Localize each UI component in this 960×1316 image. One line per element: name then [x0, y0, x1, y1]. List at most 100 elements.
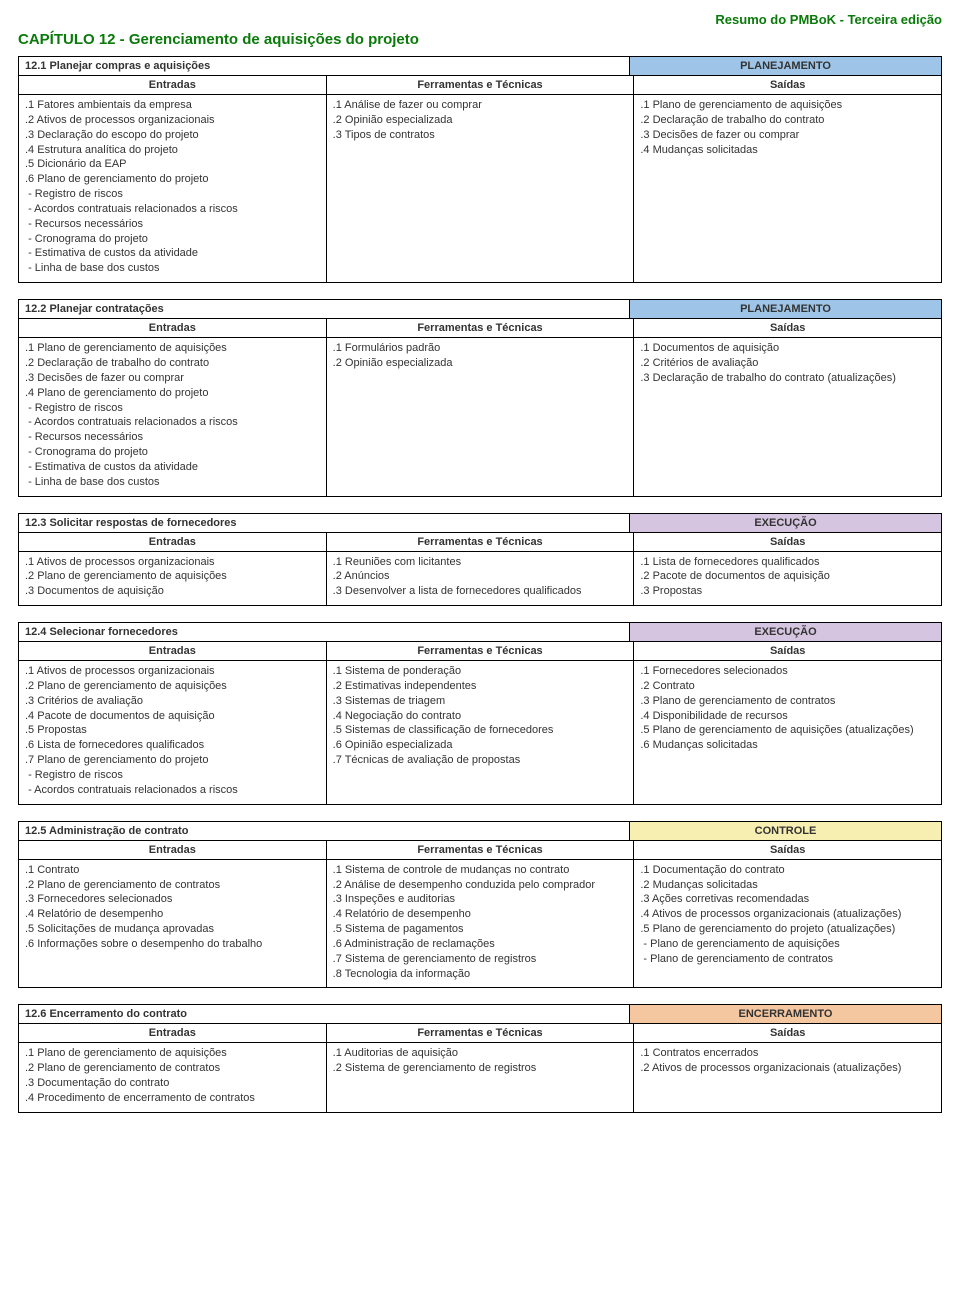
ferramentas-cell: .1 Sistema de controle de mudanças no co…: [327, 860, 635, 988]
list-item: .3 Documentos de aquisição: [25, 584, 320, 599]
process-title-row: 12.5 Administração de contratoCONTROLE: [19, 822, 941, 841]
list-item: .3 Fornecedores selecionados: [25, 892, 320, 907]
column-header-row: EntradasFerramentas e TécnicasSaídas: [19, 76, 941, 95]
list-item: - Registro de riscos: [25, 401, 320, 416]
list-item: .2 Mudanças solicitadas: [640, 878, 935, 893]
list-item: .3 Declaração do escopo do projeto: [25, 128, 320, 143]
list-item: .7 Plano de gerenciamento do projeto: [25, 753, 320, 768]
saidas-cell: .1 Plano de gerenciamento de aquisições.…: [634, 95, 941, 282]
list-item: .5 Plano de gerenciamento de aquisições …: [640, 723, 935, 738]
process-block: 12.1 Planejar compras e aquisiçõesPLANEJ…: [18, 56, 942, 283]
ferramentas-cell: .1 Formulários padrão.2 Opinião especial…: [327, 338, 635, 495]
saidas-cell: .1 Contratos encerrados.2 Ativos de proc…: [634, 1043, 941, 1111]
process-body-row: .1 Ativos de processos organizacionais .2…: [19, 552, 941, 606]
entradas-cell: .1 Ativos de processos organizacionais.2…: [19, 552, 327, 606]
process-title: 12.1 Planejar compras e aquisições: [19, 57, 630, 76]
process-title-row: 12.1 Planejar compras e aquisiçõesPLANEJ…: [19, 57, 941, 76]
column-header: Ferramentas e Técnicas: [327, 319, 635, 338]
list-item: - Registro de riscos: [25, 768, 320, 783]
list-item: .2 Opinião especializada: [333, 356, 628, 371]
list-item: .1 Reuniões com licitantes: [333, 555, 628, 570]
list-item: .1 Fatores ambientais da empresa: [25, 98, 320, 113]
list-item: .4 Estrutura analítica do projeto: [25, 143, 320, 158]
column-header: Saídas: [634, 642, 941, 661]
list-item: .2 Opinião especializada: [333, 113, 628, 128]
list-item: .3 Documentação do contrato: [25, 1076, 320, 1091]
list-item: .2 Plano de gerenciamento de contratos: [25, 1061, 320, 1076]
column-header-row: EntradasFerramentas e TécnicasSaídas: [19, 1024, 941, 1043]
list-item: .2 Declaração de trabalho do contrato: [640, 113, 935, 128]
list-item: .4 Plano de gerenciamento do projeto: [25, 386, 320, 401]
list-item: .4 Pacote de documentos de aquisição: [25, 709, 320, 724]
list-item: .1 Contrato: [25, 863, 320, 878]
column-header: Saídas: [634, 533, 941, 552]
process-body-row: .1 Ativos de processos organizacionais.2…: [19, 661, 941, 804]
processes-container: 12.1 Planejar compras e aquisiçõesPLANEJ…: [18, 56, 942, 1113]
ferramentas-cell: .1 Análise de fazer ou comprar.2 Opinião…: [327, 95, 635, 282]
list-item: .3 Plano de gerenciamento de contratos: [640, 694, 935, 709]
list-item: .5 Dicionário da EAP: [25, 157, 320, 172]
list-item: .4 Mudanças solicitadas: [640, 143, 935, 158]
list-item: .3 Decisões de fazer ou comprar: [25, 371, 320, 386]
list-item: .2 Pacote de documentos de aquisição: [640, 569, 935, 584]
list-item: - Plano de gerenciamento de aquisições: [640, 937, 935, 952]
list-item: - Acordos contratuais relacionados a ris…: [25, 415, 320, 430]
column-header: Saídas: [634, 319, 941, 338]
list-item: - Recursos necessários: [25, 430, 320, 445]
column-header: Ferramentas e Técnicas: [327, 76, 635, 95]
process-title-row: 12.4 Selecionar fornecedoresEXECUÇÃO: [19, 623, 941, 642]
list-item: - Plano de gerenciamento de contratos: [640, 952, 935, 967]
list-item: - Recursos necessários: [25, 217, 320, 232]
list-item: .1 Fornecedores selecionados: [640, 664, 935, 679]
list-item: .2 Contrato: [640, 679, 935, 694]
list-item: .1 Auditorias de aquisição: [333, 1046, 628, 1061]
process-title: 12.5 Administração de contrato: [19, 822, 630, 841]
column-header: Ferramentas e Técnicas: [327, 1024, 635, 1043]
process-block: 12.4 Selecionar fornecedoresEXECUÇÃOEntr…: [18, 622, 942, 805]
list-item: .3 Inspeções e auditorias: [333, 892, 628, 907]
column-header: Ferramentas e Técnicas: [327, 841, 635, 860]
list-item: .3 Ações corretivas recomendadas: [640, 892, 935, 907]
list-item: .1 Sistema de controle de mudanças no co…: [333, 863, 628, 878]
list-item: .4 Negociação do contrato: [333, 709, 628, 724]
column-header: Entradas: [19, 841, 327, 860]
list-item: .3 Decisões de fazer ou comprar: [640, 128, 935, 143]
list-item: .5 Propostas: [25, 723, 320, 738]
list-item: .1 Documentos de aquisição: [640, 341, 935, 356]
column-header-row: EntradasFerramentas e TécnicasSaídas: [19, 533, 941, 552]
list-item: .4 Relatório de desempenho: [333, 907, 628, 922]
list-item: .2 Plano de gerenciamento de aquisições: [25, 679, 320, 694]
saidas-cell: .1 Documentação do contrato.2 Mudanças s…: [634, 860, 941, 988]
list-item: .7 Técnicas de avaliação de propostas: [333, 753, 628, 768]
list-item: .2 Ativos de processos organizacionais (…: [640, 1061, 935, 1076]
column-header-row: EntradasFerramentas e TécnicasSaídas: [19, 319, 941, 338]
process-title-row: 12.2 Planejar contrataçõesPLANEJAMENTO: [19, 300, 941, 319]
list-item: .2 Critérios de avaliação: [640, 356, 935, 371]
list-item: .1 Documentação do contrato: [640, 863, 935, 878]
list-item: .3 Desenvolver a lista de fornecedores q…: [333, 584, 628, 599]
list-item: .2 Estimativas independentes: [333, 679, 628, 694]
entradas-cell: .1 Fatores ambientais da empresa.2 Ativo…: [19, 95, 327, 282]
list-item: .6 Plano de gerenciamento do projeto: [25, 172, 320, 187]
list-item: .1 Plano de gerenciamento de aquisições: [25, 1046, 320, 1061]
doc-header: Resumo do PMBoK - Terceira edição: [18, 12, 942, 27]
process-block: 12.6 Encerramento do contratoENCERRAMENT…: [18, 1004, 942, 1112]
process-title: 12.2 Planejar contratações: [19, 300, 630, 319]
list-item: .1 Plano de gerenciamento de aquisições: [640, 98, 935, 113]
list-item: .2 Anúncios: [333, 569, 628, 584]
column-header: Saídas: [634, 76, 941, 95]
process-body-row: .1 Plano de gerenciamento de aquisições.…: [19, 1043, 941, 1111]
list-item: .4 Procedimento de encerramento de contr…: [25, 1091, 320, 1106]
list-item: .1 Ativos de processos organizacionais: [25, 555, 320, 570]
list-item: .2 Declaração de trabalho do contrato: [25, 356, 320, 371]
list-item: .2 Análise de desempenho conduzida pelo …: [333, 878, 628, 893]
column-header: Entradas: [19, 76, 327, 95]
list-item: .1 Contratos encerrados: [640, 1046, 935, 1061]
list-item: .4 Ativos de processos organizacionais (…: [640, 907, 935, 922]
list-item: .3 Sistemas de triagem: [333, 694, 628, 709]
list-item: .1 Sistema de ponderação: [333, 664, 628, 679]
list-item: .1 Lista de fornecedores qualificados: [640, 555, 935, 570]
ferramentas-cell: .1 Sistema de ponderação.2 Estimativas i…: [327, 661, 635, 804]
process-phase: EXECUÇÃO: [630, 514, 941, 533]
process-block: 12.3 Solicitar respostas de fornecedores…: [18, 513, 942, 607]
